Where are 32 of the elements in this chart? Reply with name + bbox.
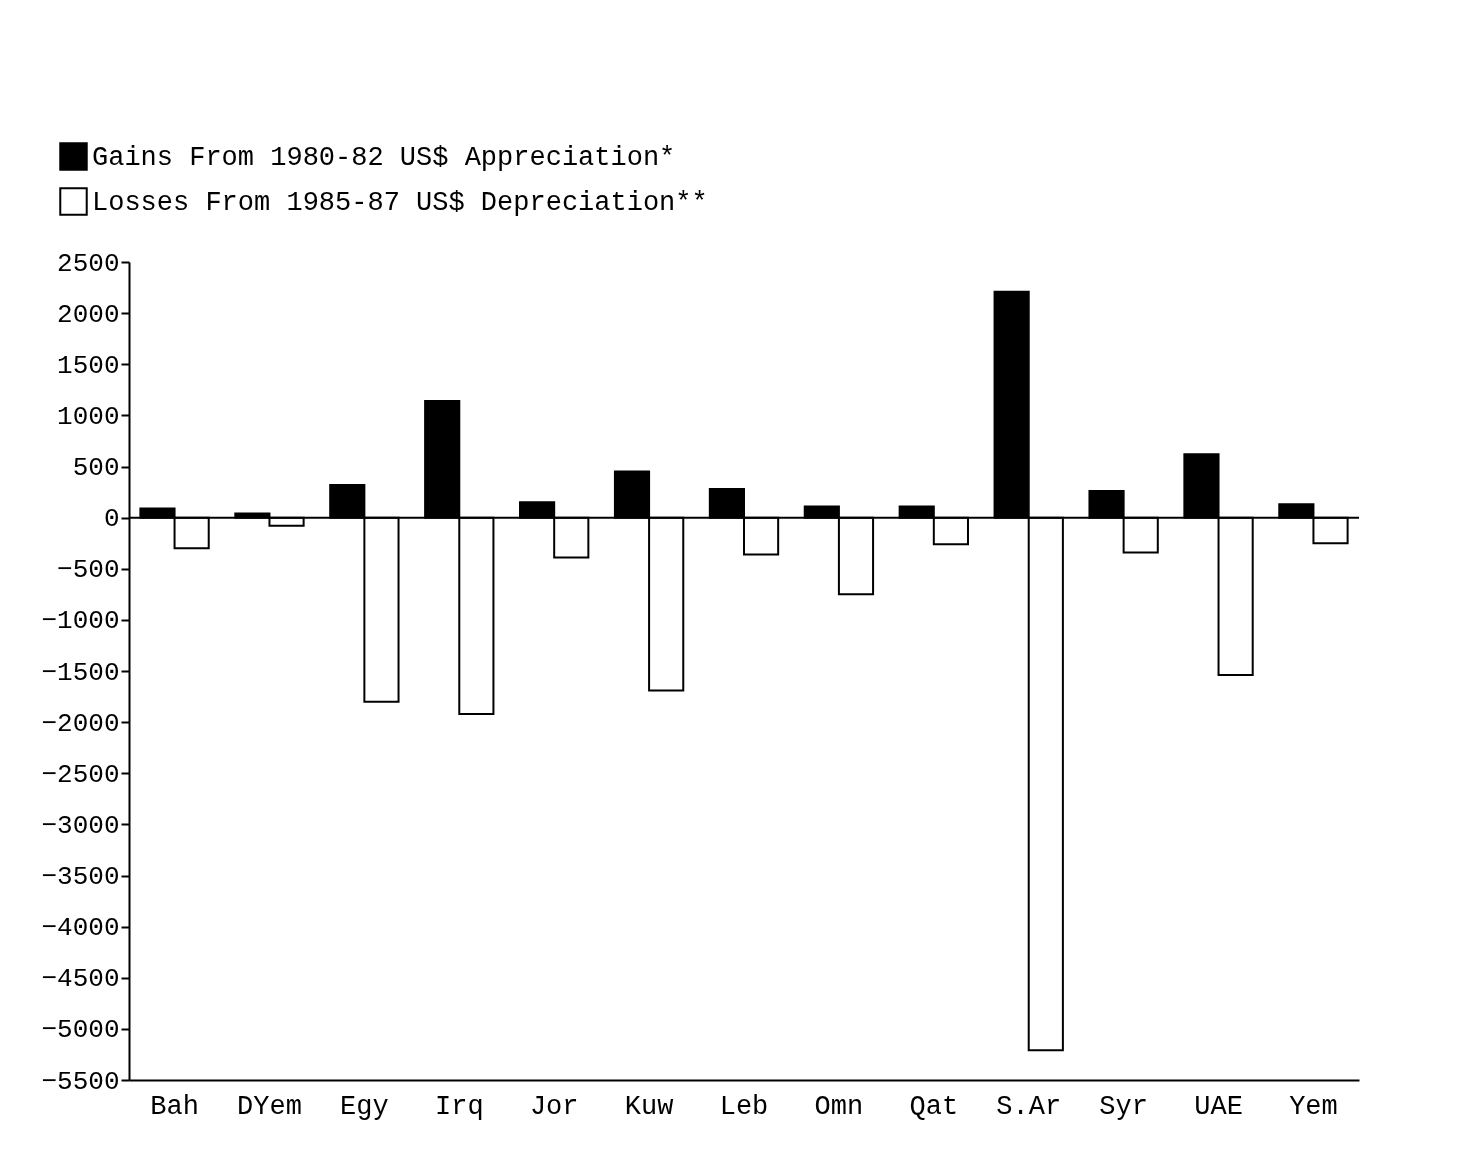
x-tick-label: Qat xyxy=(909,1091,959,1122)
x-tick-label: DYem xyxy=(237,1091,302,1122)
y-tick-label: 500 xyxy=(72,453,120,483)
y-tick-label: −5500 xyxy=(41,1066,120,1097)
x-tick-label: Leb xyxy=(719,1091,769,1122)
y-tick-label: −2500 xyxy=(41,759,120,790)
y-tick-label: 0 xyxy=(103,504,120,535)
x-tick-label: Irq xyxy=(434,1091,484,1122)
y-tick-label: −4000 xyxy=(41,913,120,944)
y-tick-label: 1000 xyxy=(57,401,120,432)
legend-label: Gains From 1980-82 US$ Appreciation* xyxy=(92,142,676,173)
x-tick-label: Egy xyxy=(340,1091,389,1122)
y-tick-label: −1500 xyxy=(41,657,120,688)
legend-label: Losses From 1985-87 US$ Depreciation** xyxy=(92,187,708,218)
y-tick-label: −5000 xyxy=(41,1015,120,1046)
x-tick-label: Omn xyxy=(814,1091,864,1122)
y-tick-label: 1500 xyxy=(57,350,120,381)
x-tick-label: Kuw xyxy=(624,1091,674,1122)
x-tick-label: Bah xyxy=(150,1091,199,1122)
x-tick-label: Syr xyxy=(1099,1091,1148,1122)
x-tick-label: Yem xyxy=(1289,1091,1338,1122)
x-tick-label: S.Ar xyxy=(996,1091,1062,1122)
y-tick-label: 2000 xyxy=(57,299,120,330)
y-tick-label: −2000 xyxy=(41,708,120,739)
y-tick-label: −3000 xyxy=(41,810,120,841)
y-tick-label: −500 xyxy=(57,555,120,586)
y-tick-label: −1000 xyxy=(41,606,120,637)
y-tick-label: −3500 xyxy=(41,862,120,892)
y-tick-label: 2500 xyxy=(57,248,120,279)
x-tick-label: UAE xyxy=(1194,1091,1243,1122)
y-tick-label: −4500 xyxy=(41,964,120,995)
x-tick-label: Jor xyxy=(529,1091,579,1122)
